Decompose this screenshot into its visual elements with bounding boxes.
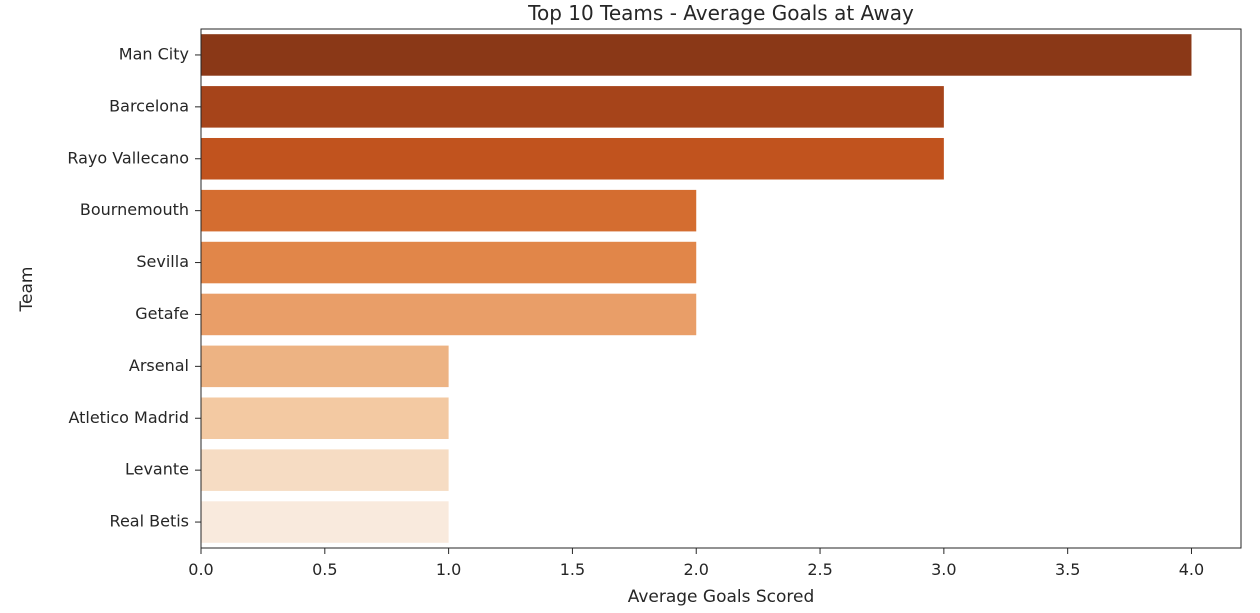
x-tick-label: 3.0 [931, 560, 956, 579]
bars-group [201, 34, 1192, 543]
category-label: Atletico Madrid [68, 408, 189, 427]
bar-barcelona [201, 86, 944, 128]
y-axis-label: Team [17, 267, 37, 313]
category-label: Sevilla [136, 252, 189, 271]
category-label: Getafe [135, 304, 189, 323]
category-label: Levante [125, 460, 189, 479]
x-tick-label: 2.5 [807, 560, 832, 579]
bar-bournemouth [201, 189, 697, 232]
bar-arsenal [201, 345, 449, 388]
plot-frame [200, 28, 1242, 549]
bar-getafe [201, 293, 697, 336]
category-label: Barcelona [109, 96, 189, 115]
bar-rayo-vallecano [201, 137, 944, 180]
x-tick-label: 4.0 [1179, 560, 1204, 579]
category-label: Man City [119, 44, 189, 63]
x-tick-label: 0.5 [312, 560, 337, 579]
x-ticks-group: 0.0 0.5 1.0 1.5 2.0 2.5 3.0 3.5 4.0 [188, 548, 1204, 579]
category-labels-group: Man City Barcelona Rayo Vallecano Bournemou… [67, 44, 201, 531]
bar-man-city [201, 34, 1192, 76]
x-axis-label: Average Goals Scored [628, 587, 815, 607]
bar-sevilla [201, 241, 697, 284]
chart-title: Top 10 Teams - Average Goals at Away [527, 1, 914, 25]
bar-real-betis [201, 501, 449, 543]
x-tick-label: 1.0 [436, 560, 461, 579]
category-label: Rayo Vallecano [67, 148, 189, 167]
x-tick-label: 0.0 [188, 560, 213, 579]
x-tick-label: 1.5 [560, 560, 585, 579]
bar-atletico-madrid [201, 397, 449, 440]
bar-levante [201, 449, 449, 491]
x-tick-label: 3.5 [1055, 560, 1080, 579]
x-tick-label: 2.0 [684, 560, 709, 579]
category-label: Arsenal [129, 356, 189, 375]
category-label: Bournemouth [80, 200, 189, 219]
category-label: Real Betis [110, 512, 189, 531]
